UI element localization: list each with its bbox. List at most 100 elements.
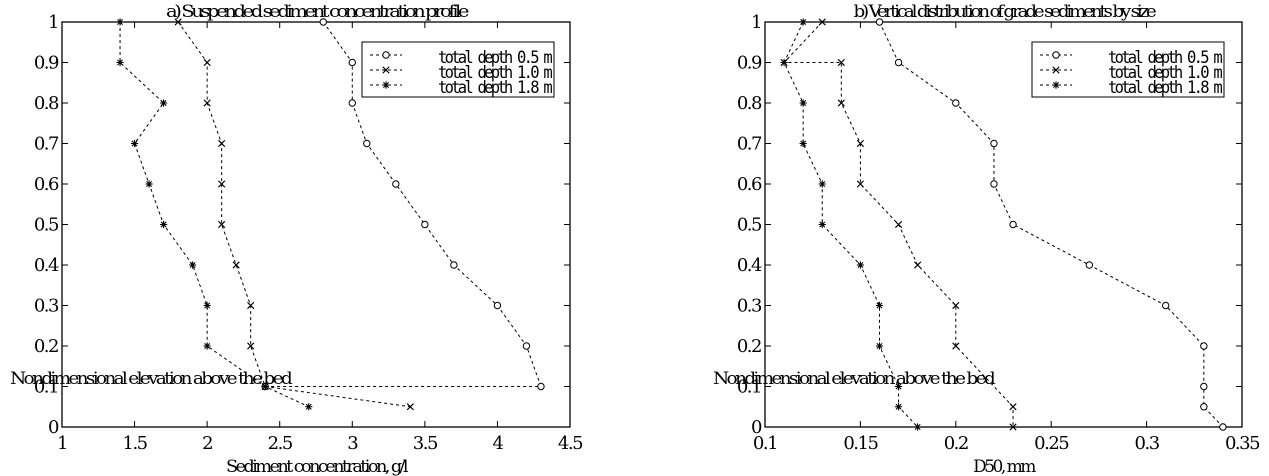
data-point: [203, 301, 211, 310]
series-line: [177, 21, 411, 408]
x-tick-label: 1: [57, 433, 67, 454]
y-axis-label: Nondimensional elevation above the bed: [10, 369, 293, 389]
data-point: [875, 342, 884, 350]
data-point: [875, 18, 884, 26]
data-point: [450, 261, 458, 269]
y-tick-label: 0.6: [737, 174, 762, 195]
data-point: [856, 180, 864, 188]
data-point: [319, 18, 327, 26]
x-tick-label: 2: [202, 433, 212, 454]
data-point: [1009, 403, 1017, 411]
legend-label: total depth 1.8 m: [1108, 78, 1223, 98]
data-point: [818, 220, 826, 229]
data-point: [348, 58, 356, 67]
data-point: [116, 18, 124, 26]
chart-title: a) Suspended sediment concentration prof…: [166, 2, 469, 22]
data-point: [1009, 423, 1017, 431]
legend-marker: [1052, 81, 1060, 89]
x-tick-label: 3.5: [413, 433, 438, 454]
data-point: [894, 382, 903, 391]
data-point: [952, 99, 960, 107]
legend-label: total depth 1.0 m: [438, 63, 553, 83]
data-point: [1085, 261, 1094, 269]
x-tick-label: 2.5: [268, 433, 293, 454]
x-tick-label: 0.15: [843, 433, 878, 454]
y-tick-label: 0.8: [34, 93, 59, 114]
y-tick-label: 0.9: [737, 53, 762, 74]
x-tick-label: 1.5: [123, 433, 148, 454]
data-point: [145, 180, 153, 188]
data-point: [952, 301, 960, 310]
legend-label: total depth 0.5 m: [1108, 48, 1223, 68]
data-point: [1009, 220, 1017, 229]
data-point: [856, 261, 864, 269]
y-tick-label: 0.5: [34, 215, 59, 236]
data-point: [392, 180, 400, 188]
legend-marker: [382, 66, 390, 74]
x-axis-label: D50, mm: [973, 457, 1036, 476]
y-tick-label: 0.3: [737, 296, 762, 317]
y-tick-label: 0.8: [737, 93, 762, 114]
y-tick-label: 0.3: [34, 296, 59, 317]
data-point: [894, 58, 903, 67]
y-tick-label: 0.2: [34, 336, 58, 357]
data-point: [837, 99, 845, 107]
x-tick-label: 0.1: [753, 433, 777, 454]
data-point: [218, 180, 226, 188]
data-point: [1161, 301, 1170, 310]
x-tick-label: 0.2: [944, 433, 968, 454]
data-point: [203, 58, 211, 67]
data-point: [160, 220, 168, 229]
x-tick-label: 0.3: [1135, 433, 1160, 454]
y-tick-label: 0.7: [737, 134, 762, 155]
x-tick-label: 0.35: [1225, 433, 1260, 454]
y-axis-label: Nondimensional elevation above the bed: [713, 369, 996, 389]
data-point: [247, 342, 255, 350]
y-tick-label: 0.6: [34, 174, 59, 195]
data-point: [894, 220, 903, 229]
data-point: [174, 18, 182, 26]
data-point: [799, 139, 807, 148]
y-tick-label: 0: [751, 417, 762, 438]
data-point: [914, 423, 922, 431]
y-tick-label: 0.9: [34, 53, 59, 74]
chart-a: 1 1.5 2 2.5 3 3.5 4 4.5 0 0.1 0.2 0.3 0.4 0.5 0.6 0.7 0.…: [10, 2, 585, 476]
data-point: [160, 99, 168, 107]
data-point: [493, 301, 502, 310]
data-point: [537, 382, 545, 391]
data-point: [894, 403, 903, 411]
data-point: [1200, 382, 1208, 391]
y-tick-label: 0.1: [737, 377, 761, 398]
data-point: [363, 139, 371, 148]
data-point: [522, 342, 531, 350]
x-tick-label: 3: [347, 433, 358, 454]
data-point: [189, 261, 197, 269]
series-line: [782, 21, 1014, 427]
x-axis-label: Sediment concentration, g/l: [226, 457, 408, 476]
legend-marker: [382, 51, 390, 59]
series-line: [783, 21, 919, 428]
data-point: [130, 139, 139, 148]
data-point: [305, 403, 313, 411]
data-point: [818, 180, 826, 188]
x-tick-label: 4: [492, 433, 503, 454]
data-point: [116, 58, 124, 67]
legend-marker: [382, 81, 390, 89]
y-tick-label: 0.4: [737, 255, 762, 276]
data-point: [1200, 342, 1208, 350]
legend-label: total depth 1.0 m: [1108, 63, 1223, 83]
data-point: [348, 99, 356, 107]
data-point: [799, 18, 807, 26]
data-point: [818, 18, 826, 26]
data-point: [914, 261, 922, 269]
data-point: [799, 99, 807, 107]
data-point: [780, 58, 788, 67]
y-tick-label: 0: [48, 417, 59, 438]
y-tick-label: 0.4: [34, 255, 59, 276]
data-point: [218, 139, 226, 148]
data-point: [990, 180, 998, 188]
y-tick-label: 0.1: [34, 377, 58, 398]
data-point: [990, 139, 998, 148]
